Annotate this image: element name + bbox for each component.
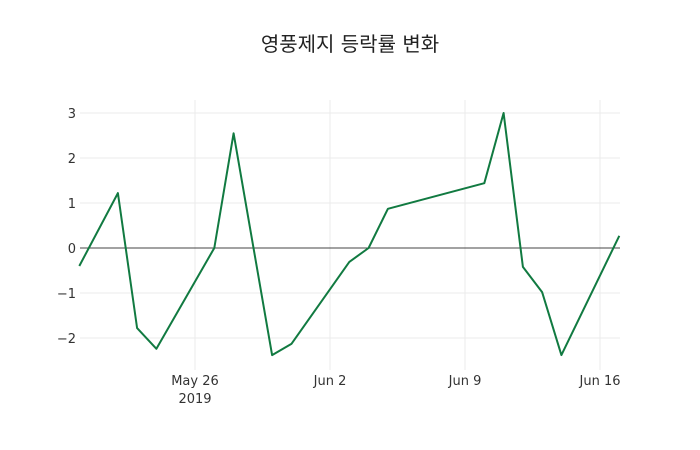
xtick-label: Jun 2 — [313, 374, 347, 389]
ytick-label: 3 — [68, 107, 76, 122]
xtick-label: Jun 9 — [448, 374, 482, 389]
xtick-year-label: 2019 — [178, 392, 211, 407]
grid — [80, 100, 620, 370]
ytick-label: 0 — [68, 242, 76, 257]
xtick-label: May 26 — [171, 374, 219, 389]
y-axis: 3 2 1 0 −1 −2 — [57, 107, 76, 347]
x-axis: May 26 2019 Jun 2 Jun 9 Jun 16 — [171, 374, 620, 407]
ytick-label: 2 — [68, 152, 76, 167]
ytick-label: −1 — [57, 287, 76, 302]
ytick-label: −2 — [57, 332, 76, 347]
ytick-label: 1 — [68, 197, 76, 212]
chart-title: 영풍제지 등락률 변화 — [260, 32, 440, 56]
series-line — [78, 112, 621, 357]
xtick-label: Jun 16 — [579, 374, 621, 389]
